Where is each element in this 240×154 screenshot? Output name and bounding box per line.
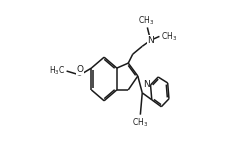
- Text: CH$_3$: CH$_3$: [161, 30, 177, 43]
- Text: CH$_3$: CH$_3$: [132, 116, 148, 129]
- Text: N: N: [147, 36, 154, 45]
- Text: H$_3$C: H$_3$C: [49, 65, 65, 77]
- Text: O: O: [76, 65, 84, 74]
- Text: CH$_3$: CH$_3$: [138, 14, 154, 27]
- Text: N: N: [143, 80, 150, 89]
